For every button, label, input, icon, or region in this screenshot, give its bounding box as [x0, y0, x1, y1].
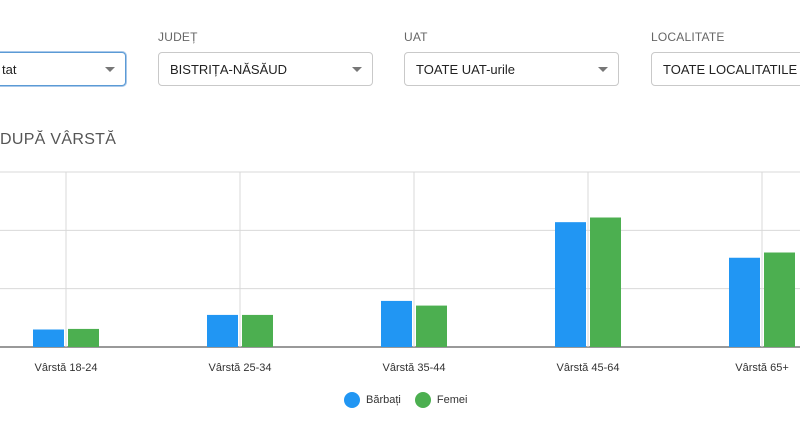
bar-barbati	[555, 222, 586, 347]
bar-barbati	[207, 314, 238, 347]
x-tick-label: Vârstă 45-64	[557, 362, 620, 374]
localitate-select-value: TOATE LOCALITATILE	[663, 62, 798, 77]
first-select[interactable]: tat	[0, 52, 126, 86]
localitate-select[interactable]: TOATE LOCALITATILE	[651, 52, 800, 86]
bar-femei	[242, 314, 273, 347]
filter-label-judet: JUDEȚ	[158, 30, 198, 44]
filter-label-uat: UAT	[404, 30, 428, 44]
filter-label-localitate: LOCALITATE	[651, 30, 725, 44]
bar-barbati	[381, 300, 412, 347]
age-bar-chart: Vârstă 18-24 Vârstă 25-34 Vârstă 35-44 Vârs…	[0, 171, 800, 374]
uat-select[interactable]: TOATE UAT-urile	[404, 52, 619, 86]
bar-barbati	[729, 257, 760, 347]
chart-legend: Bărbați Femei	[344, 392, 481, 408]
legend-item-barbati[interactable]: Bărbați	[344, 392, 401, 408]
bar-femei	[416, 305, 447, 347]
judet-select-value: BISTRIȚA-NĂSĂUD	[170, 62, 288, 77]
chevron-down-icon	[105, 67, 115, 72]
legend-dot-barbati	[344, 392, 360, 408]
legend-item-femei[interactable]: Femei	[414, 392, 468, 408]
uat-select-value: TOATE UAT-urile	[416, 62, 515, 77]
legend-label-femei: Femei	[436, 394, 468, 406]
legend-dot-femei	[414, 392, 431, 408]
x-tick-label: Vârstă 65+	[735, 362, 789, 374]
legend-label-barbati: Bărbați	[366, 394, 401, 406]
chevron-down-icon	[598, 67, 608, 72]
bar-femei	[68, 328, 99, 347]
bar-femei	[764, 252, 795, 347]
first-select-value: tat	[2, 62, 17, 77]
x-tick-label: Vârstă 35-44	[383, 362, 446, 374]
bar-barbati	[33, 329, 64, 347]
judet-select[interactable]: BISTRIȚA-NĂSĂUD	[158, 52, 373, 86]
x-tick-label: Vârstă 18-24	[35, 362, 98, 374]
x-tick-label: Vârstă 25-34	[209, 362, 272, 374]
bar-femei	[590, 217, 621, 347]
chevron-down-icon	[352, 67, 362, 72]
section-title: DUPĂ VÂRSTĂ	[0, 131, 117, 148]
